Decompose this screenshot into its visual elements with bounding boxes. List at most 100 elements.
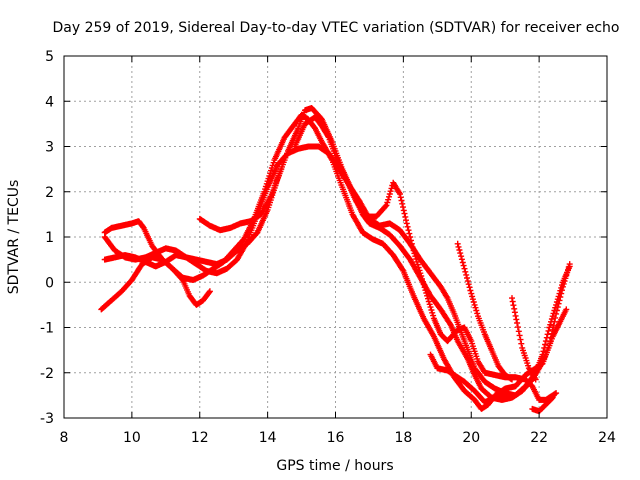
data-point [464, 278, 471, 285]
data-point [544, 331, 551, 338]
data-point [515, 328, 522, 335]
x-tick-label: 10 [123, 430, 141, 446]
data-point [387, 188, 394, 195]
data-point [420, 281, 427, 288]
data-point [408, 237, 414, 244]
data-point [383, 202, 390, 209]
data-point [502, 392, 509, 399]
data-point [400, 204, 406, 211]
data-point [419, 278, 426, 285]
y-tick-label: 5 [45, 49, 54, 65]
data-point [553, 301, 560, 308]
data-point [413, 256, 420, 263]
y-tick-label: -3 [40, 411, 54, 427]
x-tick-label: 8 [60, 430, 69, 446]
data-point [419, 275, 425, 282]
data-point [413, 258, 420, 265]
x-tick-label: 24 [598, 430, 616, 446]
data-point [549, 394, 556, 401]
data-point [516, 332, 523, 339]
data-point [412, 253, 419, 260]
data-point [425, 295, 431, 302]
data-point [553, 390, 560, 397]
data-point [555, 293, 562, 300]
data-point [557, 287, 564, 294]
data-point [388, 185, 395, 192]
data-point [421, 284, 428, 291]
data-point [532, 376, 539, 383]
data-point [558, 284, 565, 291]
data-point [547, 321, 554, 328]
data-point [415, 264, 422, 271]
data-point [510, 302, 517, 309]
data-point [469, 293, 476, 300]
data-point [403, 217, 409, 224]
data-point [411, 250, 418, 257]
data-point [428, 307, 435, 313]
y-tick-label: 4 [45, 94, 54, 110]
data-point [403, 220, 410, 227]
data-point [384, 199, 391, 206]
x-tick-label: 14 [259, 430, 277, 446]
data-point [386, 193, 392, 200]
data-point [456, 247, 463, 253]
data-point [552, 304, 559, 311]
data-point [278, 166, 285, 173]
data-point [540, 348, 547, 355]
data-point [404, 223, 411, 230]
data-point [422, 287, 429, 294]
x-tick-label: 16 [327, 430, 345, 446]
data-point [401, 210, 408, 217]
series-track-g [427, 351, 509, 406]
data-point [462, 268, 469, 275]
series-track-c [101, 105, 570, 403]
data-point [206, 288, 213, 295]
data-point [382, 203, 389, 210]
data-point [460, 262, 467, 269]
series-track-i [509, 295, 539, 383]
x-tick-label: 20 [462, 430, 480, 446]
data-point [385, 196, 392, 203]
data-point [418, 273, 425, 279]
data-point [464, 275, 470, 281]
data-point [424, 292, 431, 299]
series-track-h [454, 240, 515, 383]
series-layer [98, 105, 573, 415]
chart-title: Day 259 of 2019, Sidereal Day-to-day VTE… [53, 20, 620, 36]
data-point [399, 200, 406, 207]
data-point [416, 267, 423, 274]
data-point [473, 307, 480, 314]
series-track-d [101, 143, 573, 399]
data-point [429, 309, 436, 316]
data-point [461, 265, 468, 272]
data-point [455, 243, 462, 250]
data-point [517, 336, 524, 343]
data-point [549, 313, 556, 320]
data-point [550, 310, 557, 317]
data-point [554, 296, 561, 303]
data-point [539, 351, 546, 358]
data-point [471, 301, 478, 308]
y-tick-label: 0 [45, 275, 54, 291]
data-point [548, 395, 555, 402]
series-track-b [98, 254, 213, 313]
data-point [514, 320, 521, 326]
data-point [458, 256, 465, 263]
data-point [405, 227, 412, 234]
data-point [463, 271, 470, 278]
data-point [410, 247, 417, 254]
data-point [427, 304, 434, 311]
data-point [386, 191, 393, 197]
data-point [553, 299, 560, 305]
data-point [469, 296, 476, 303]
data-point [514, 324, 521, 331]
data-point [414, 261, 421, 268]
y-tick-label: 1 [45, 230, 54, 246]
y-tick-label: 2 [45, 185, 54, 201]
data-point [399, 266, 406, 273]
data-point [551, 307, 558, 314]
data-point [472, 304, 479, 311]
data-point [465, 281, 472, 288]
data-point [556, 290, 563, 297]
